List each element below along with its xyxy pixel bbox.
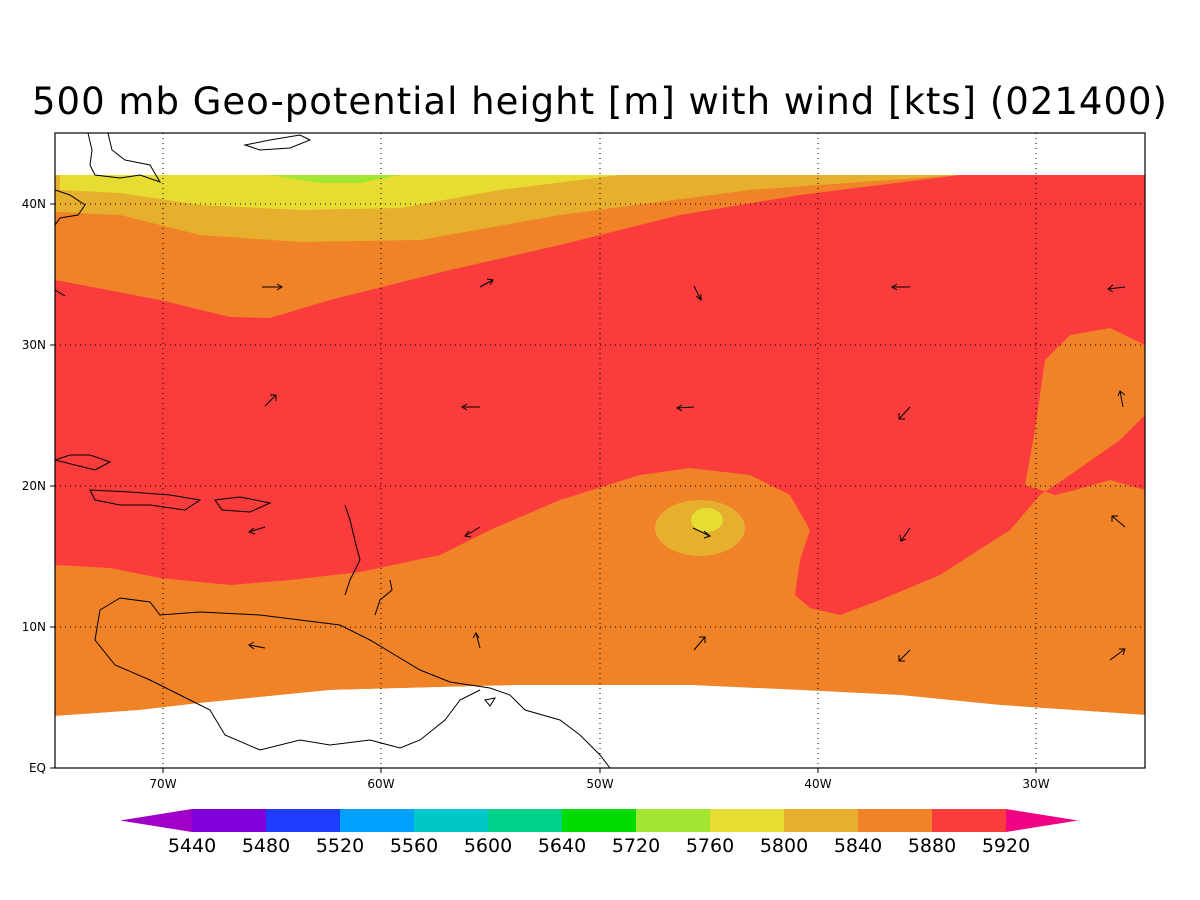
gridlines xyxy=(55,133,1145,768)
wind-arrow xyxy=(693,285,702,302)
colorbar-segment xyxy=(636,809,710,832)
wind-arrow xyxy=(693,636,706,651)
colorbar-label: 5760 xyxy=(686,835,734,857)
lat-labels: EQ 10N 20N 30N 40N xyxy=(22,197,46,775)
colorbar-segment xyxy=(932,809,1006,832)
colorbar-label: 5720 xyxy=(612,835,660,857)
coastlines xyxy=(55,133,611,768)
colorbar-segment xyxy=(340,809,414,832)
colorbar-label: 5840 xyxy=(834,835,882,857)
colorbar-segment xyxy=(488,809,562,832)
colorbar-label: 5880 xyxy=(908,835,956,857)
wind-arrow xyxy=(891,283,910,291)
axis-ticks xyxy=(50,203,1037,773)
colorbar-label: 5520 xyxy=(316,835,364,857)
lon-labels: 70W 60W 50W 40W 30W xyxy=(149,777,1049,791)
colorbar-label: 5440 xyxy=(168,835,216,857)
wind-arrow xyxy=(461,403,480,411)
colorbar xyxy=(120,809,1078,832)
wind-arrow xyxy=(55,289,66,297)
colorbar-label: 5600 xyxy=(464,835,512,857)
lon-label: 50W xyxy=(586,777,613,791)
colorbar-labels: 5440 5480 5520 5560 5600 5640 5720 5760 … xyxy=(168,835,1030,857)
wind-arrow xyxy=(1109,648,1126,661)
wind-arrow xyxy=(479,278,494,288)
wind-arrow xyxy=(472,632,481,649)
lon-label: 70W xyxy=(149,777,176,791)
wind-arrow xyxy=(899,527,911,542)
wind-arrow xyxy=(676,404,695,412)
height-field xyxy=(55,133,1145,768)
lon-label: 60W xyxy=(367,777,394,791)
colorbar-segment xyxy=(562,809,636,832)
lat-label: 20N xyxy=(22,479,46,493)
colorbar-segment xyxy=(858,809,932,832)
colorbar-segment xyxy=(120,809,192,832)
colorbar-label: 5640 xyxy=(538,835,586,857)
colorbar-segment xyxy=(1006,809,1078,832)
colorbar-segment xyxy=(414,809,488,832)
contour-5720 xyxy=(270,175,400,183)
colorbar-segment xyxy=(192,809,266,832)
colorbar-label: 5560 xyxy=(390,835,438,857)
wind-arrow xyxy=(247,526,266,535)
contour-5760 xyxy=(60,175,620,210)
lon-label: 40W xyxy=(804,777,831,791)
wind-arrow xyxy=(248,641,266,650)
wind-arrow xyxy=(898,649,911,662)
missing-data xyxy=(55,685,1145,768)
wind-arrow xyxy=(464,526,481,538)
lat-label: 10N xyxy=(22,620,46,634)
colorbar-label: 5800 xyxy=(760,835,808,857)
wind-arrows xyxy=(55,278,1126,662)
wind-arrow xyxy=(692,527,712,539)
colorbar-segment xyxy=(784,809,858,832)
lon-label: 30W xyxy=(1022,777,1049,791)
lat-label: 30N xyxy=(22,338,46,352)
lat-label: 40N xyxy=(22,197,46,211)
colorbar-label: 5920 xyxy=(982,835,1030,857)
wind-arrow xyxy=(1107,284,1126,293)
colorbar-label: 5480 xyxy=(242,835,290,857)
colorbar-segment xyxy=(710,809,784,832)
contour-5880 xyxy=(55,175,1145,615)
wind-arrow xyxy=(898,406,911,420)
wind-arrow xyxy=(262,283,283,291)
colorbar-segment xyxy=(266,809,340,832)
wind-arrow xyxy=(1117,390,1126,408)
lat-label: EQ xyxy=(29,761,46,775)
wind-arrow xyxy=(1111,515,1126,528)
contour-5800-blob xyxy=(691,508,723,532)
wind-arrow xyxy=(264,394,277,407)
map-title: 500 mb Geo-potential height [m] with win… xyxy=(32,80,1168,123)
